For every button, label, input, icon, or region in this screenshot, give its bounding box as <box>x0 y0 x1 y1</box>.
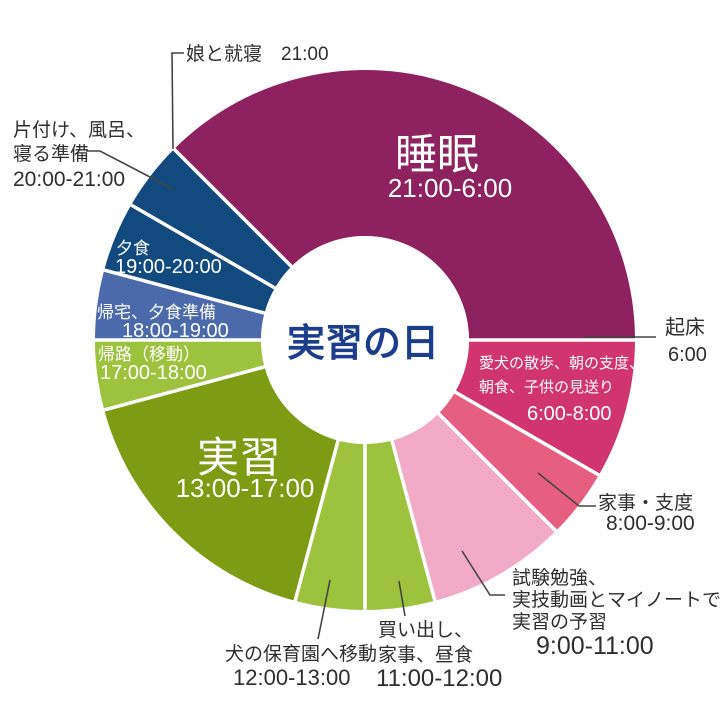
label-bed-with-daughter: 娘と就寝 21:00 <box>186 43 329 65</box>
label-home-dinner-prep: 帰宅、夕食準備 <box>97 303 216 322</box>
label-tidy-2: 寝る準備 <box>13 143 89 165</box>
time-training: 13:00-17:00 <box>176 473 315 503</box>
segment-dinner <box>104 205 275 314</box>
label-commute-home: 帰路（移動） <box>98 345 200 364</box>
chart-center-title: 実習の日 <box>287 323 439 365</box>
segment-shopping-chores-lunch <box>365 440 435 610</box>
leader-housework-prep <box>537 472 596 507</box>
segment-tidy-bath-bed-prep <box>131 149 292 288</box>
segment-practical-training <box>104 366 339 601</box>
time-tidy: 20:00-21:00 <box>13 168 125 191</box>
leader-shopping <box>398 580 406 617</box>
label-exam-study-2: 実技動画とマイノートで <box>512 589 720 611</box>
leader-dog-daycare <box>317 579 331 640</box>
segment-commute-home <box>95 340 265 410</box>
label-exam-study-1: 試験勉強、 <box>512 567 607 589</box>
divider-11h <box>389 438 437 602</box>
donut-hole <box>261 236 469 444</box>
label-tidy-1: 片付け、風呂、 <box>13 119 145 141</box>
segment-home-dinner-prep <box>95 270 265 340</box>
label-dog-daycare: 犬の保育園へ移動 <box>225 643 377 665</box>
time-dinner: 19:00-20:00 <box>115 256 222 278</box>
segments-group <box>95 70 635 610</box>
divider-20h <box>130 203 278 291</box>
segment-move-to-dog-daycare <box>295 440 365 610</box>
time-wake-up: 6:00 <box>668 344 707 366</box>
time-shopping: 11:00-12:00 <box>376 665 502 692</box>
dividers-group <box>95 147 635 610</box>
time-morning: 6:00-8:00 <box>527 403 612 425</box>
label-wake-up: 起床 <box>665 316 705 339</box>
time-home-dinner-prep: 18:00-19:00 <box>122 320 229 342</box>
segment-exam-study <box>391 413 556 601</box>
time-dog-daycare: 12:00-13:00 <box>233 665 350 690</box>
time-housework-prep: 8:00-9:00 <box>606 512 695 535</box>
divider-9h <box>435 410 558 533</box>
label-housework-prep: 家事・支度 <box>598 492 693 514</box>
segment-housework-prep <box>438 392 599 531</box>
time-exam-study: 9:00-11:00 <box>536 632 654 660</box>
divider-21h <box>172 147 295 270</box>
label-exam-study-3: 実習の予習 <box>512 611 607 633</box>
leader-lines-group <box>86 52 656 640</box>
leader-exam-study <box>461 550 505 596</box>
time-commute-home: 17:00-18:00 <box>100 362 207 384</box>
label-training: 実習 <box>197 434 281 481</box>
label-sleep: 睡眠 <box>395 131 479 178</box>
segment-morning-routine <box>455 340 635 475</box>
divider-17h <box>103 364 267 412</box>
leader-bed-with-daughter <box>171 52 184 150</box>
label-morning-2: 朝食、子供の見送り <box>479 379 614 396</box>
leader-tidy <box>86 150 174 190</box>
time-sleep: 21:00-6:00 <box>388 173 512 203</box>
label-shopping-2: 家事、昼食 <box>378 644 473 666</box>
divider-13h <box>293 438 341 602</box>
label-dinner: 夕食 <box>116 239 150 258</box>
label-shopping-1: 買い出し、 <box>378 619 473 641</box>
divider-8h <box>452 389 600 477</box>
label-morning-1: 愛犬の散歩、朝の支度、 <box>479 355 644 372</box>
segment-sleep <box>174 70 635 340</box>
divider-19h <box>103 268 267 316</box>
